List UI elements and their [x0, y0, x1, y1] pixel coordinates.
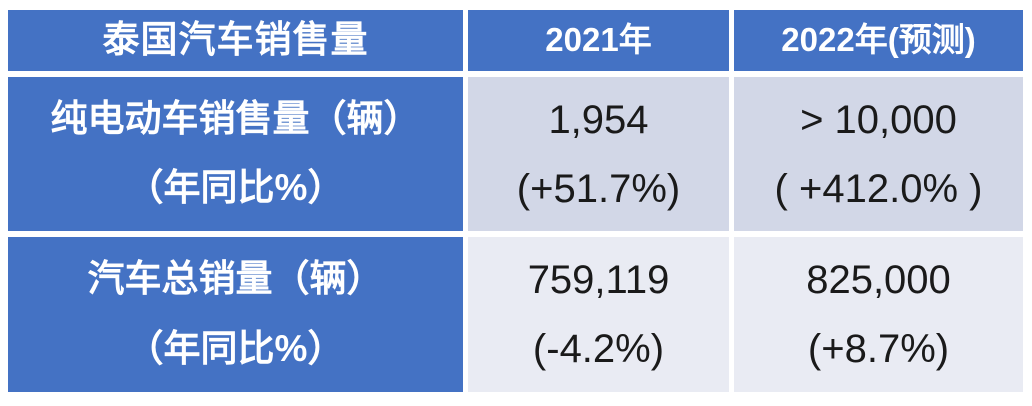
- cell-total-2022-forecast: 825,000 (+8.7%): [734, 237, 1023, 392]
- value-text: 1,954: [548, 97, 649, 142]
- yoy-text: (+51.7%): [516, 166, 681, 211]
- column-header-2021: 2021年: [468, 10, 729, 71]
- row-label-bev-sales: 纯电动车销售量（辆） （年同比%）: [8, 77, 463, 231]
- yoy-text: (+8.7%): [807, 327, 950, 372]
- row-label-line2: （年同比%）: [126, 327, 345, 369]
- yoy-text: ( +412.0% ): [774, 166, 983, 211]
- column-header-2022-forecast: 2022年(预测): [734, 10, 1023, 71]
- value-text: > 10,000: [800, 97, 957, 142]
- value-text: 759,119: [527, 257, 670, 302]
- cell-total-2021: 759,119 (-4.2%): [468, 237, 729, 392]
- cell-bev-2021: 1,954 (+51.7%): [468, 77, 729, 231]
- yoy-text: (-4.2%): [532, 327, 665, 372]
- row-label-line1: 汽车总销量（辆）: [87, 258, 384, 300]
- table-title-cell: 泰国汽车销售量: [8, 10, 463, 71]
- thailand-auto-sales-table: 泰国汽车销售量 2021年 2022年(预测) 纯电动车销售量（辆） （年同比%…: [8, 10, 1023, 392]
- value-text: 825,000: [806, 257, 951, 302]
- row-label-total-sales: 汽车总销量（辆） （年同比%）: [8, 237, 463, 392]
- row-label-line1: 纯电动车销售量（辆）: [50, 98, 421, 140]
- row-label-line2: （年同比%）: [126, 167, 345, 209]
- cell-bev-2022-forecast: > 10,000 ( +412.0% ): [734, 77, 1023, 231]
